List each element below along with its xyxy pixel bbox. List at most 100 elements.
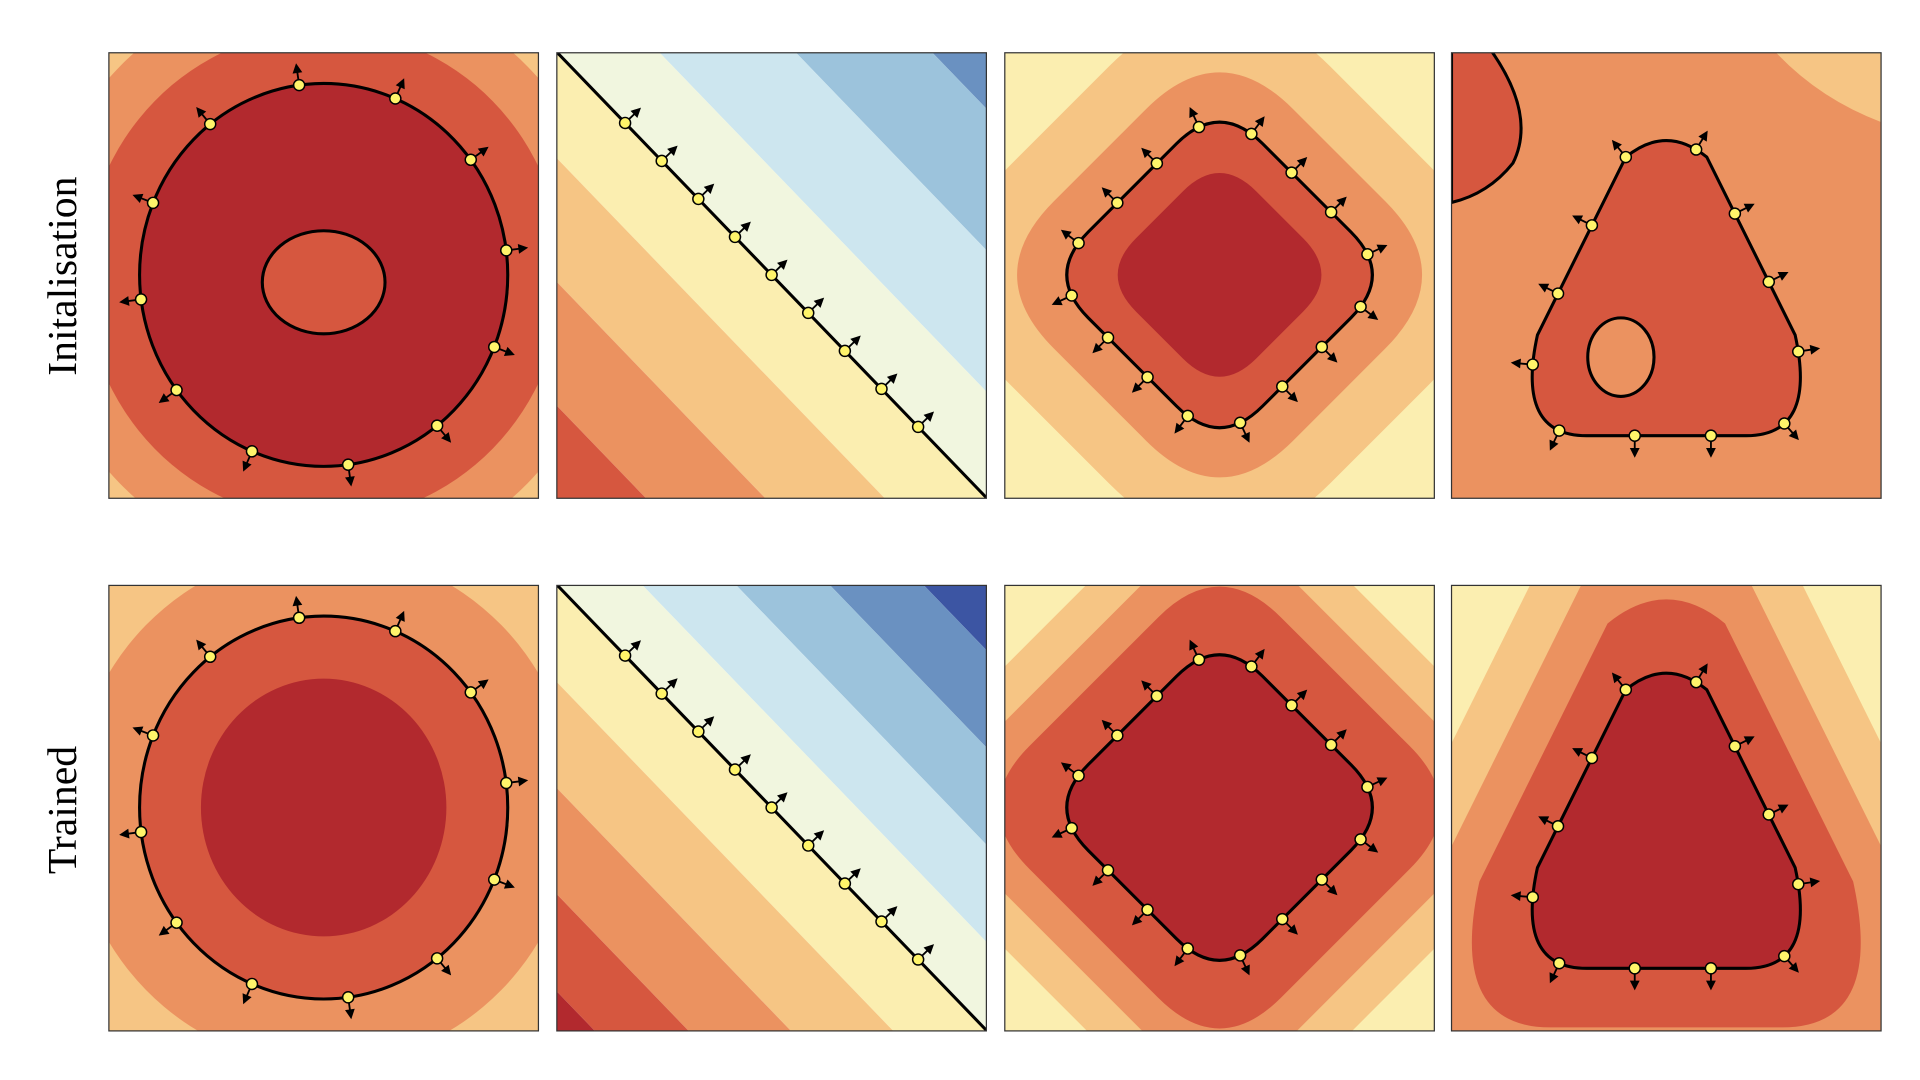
level-set <box>556 52 987 499</box>
sample-point <box>146 729 160 742</box>
sample-point <box>292 78 306 92</box>
boundary <box>1586 316 1656 398</box>
arrow-head <box>477 679 489 690</box>
sample-point <box>170 916 183 929</box>
sample-point <box>1150 157 1164 170</box>
arrow-head <box>517 776 529 787</box>
arrow-head <box>667 678 678 689</box>
arrow-head <box>158 393 170 404</box>
sample-point <box>1276 380 1289 393</box>
sample-point <box>1762 808 1776 821</box>
arrow-head <box>503 346 515 356</box>
level-set <box>556 585 987 1031</box>
arrow-head <box>1189 107 1199 119</box>
arrow-head <box>1296 689 1308 701</box>
arrow-head <box>441 432 452 443</box>
sample-point <box>1728 207 1742 220</box>
arrow-head <box>119 828 130 839</box>
arrow-head <box>158 925 170 936</box>
contour-panel <box>556 52 987 499</box>
arrow-head <box>1336 729 1347 740</box>
arrow-head <box>1060 762 1072 773</box>
arrow-head <box>777 259 788 270</box>
sample-point <box>1551 819 1565 833</box>
arrow-head <box>1287 924 1298 935</box>
arrow-head <box>1189 639 1199 651</box>
sample-point <box>1526 358 1540 371</box>
arrow-head <box>1240 431 1250 443</box>
arrow-head <box>1254 648 1265 660</box>
arrow-head <box>196 639 207 651</box>
contour-fill <box>108 585 539 1031</box>
arrow-head <box>1706 447 1716 458</box>
arrow-head <box>1549 972 1559 984</box>
sample-point <box>430 419 444 432</box>
sample-point <box>1111 729 1124 742</box>
sample-point <box>1585 219 1599 232</box>
arrow-head <box>1629 447 1640 458</box>
arrow-head <box>345 1008 355 1020</box>
sample-point <box>1192 120 1206 134</box>
arrow-head <box>1611 139 1622 151</box>
arrow-head <box>1336 196 1347 207</box>
arrow-head <box>517 243 529 254</box>
arrow-head <box>1698 663 1708 675</box>
arrow-head <box>850 335 861 346</box>
sample-point <box>655 687 668 700</box>
arrow-head <box>132 193 144 203</box>
arrow-head <box>1538 816 1550 826</box>
arrow-head <box>119 296 130 306</box>
panel-frame <box>1004 52 1435 499</box>
sample-point <box>1245 127 1258 141</box>
contour-fill <box>1004 585 1435 1031</box>
sample-point <box>487 340 501 354</box>
arrow-head <box>630 640 641 651</box>
arrow-head <box>196 107 207 118</box>
sample-point <box>765 268 778 282</box>
sample-point <box>618 116 632 130</box>
sample-point <box>1150 689 1164 703</box>
sample-point <box>1324 738 1338 752</box>
sample-point <box>1792 345 1805 358</box>
sample-point <box>1792 877 1805 891</box>
arrow-head <box>292 63 303 74</box>
sample-point <box>1552 956 1566 970</box>
arrow-head <box>1174 955 1185 967</box>
sample-point <box>1285 166 1298 179</box>
level-set <box>556 52 987 499</box>
arrow-head <box>1367 842 1379 853</box>
sample-point <box>1181 942 1195 955</box>
arrow-head <box>477 146 489 157</box>
level-set <box>572 585 987 1025</box>
contour-panel <box>556 584 987 1032</box>
sample-point <box>430 952 444 965</box>
sample-point <box>911 953 925 966</box>
panel-frame <box>1450 52 1882 499</box>
sample-point <box>838 344 852 358</box>
sample-point <box>499 776 513 790</box>
arrow-head <box>1743 203 1755 213</box>
sample-point <box>1778 417 1791 430</box>
arrow-head <box>441 964 452 976</box>
sample-point <box>389 92 402 105</box>
arrow-head <box>1141 680 1152 691</box>
sample-point <box>1778 949 1791 963</box>
sample-point <box>801 839 815 852</box>
boundary <box>1065 653 1374 962</box>
arrow-head <box>923 411 935 422</box>
sample-point <box>1315 340 1329 354</box>
contour-panel <box>1450 584 1882 1032</box>
sample-point <box>1628 962 1641 975</box>
level-set <box>556 52 987 499</box>
contour-fill <box>1451 52 1882 499</box>
level-set <box>556 585 987 1031</box>
arrow-head <box>1572 215 1584 225</box>
sample-point <box>1111 196 1124 210</box>
sample-point <box>1285 699 1298 712</box>
arrow-head <box>703 716 715 727</box>
sample-point <box>1361 248 1374 261</box>
arrow-head <box>1092 875 1103 886</box>
sample-point <box>245 445 259 458</box>
arrow-head <box>1743 736 1755 746</box>
